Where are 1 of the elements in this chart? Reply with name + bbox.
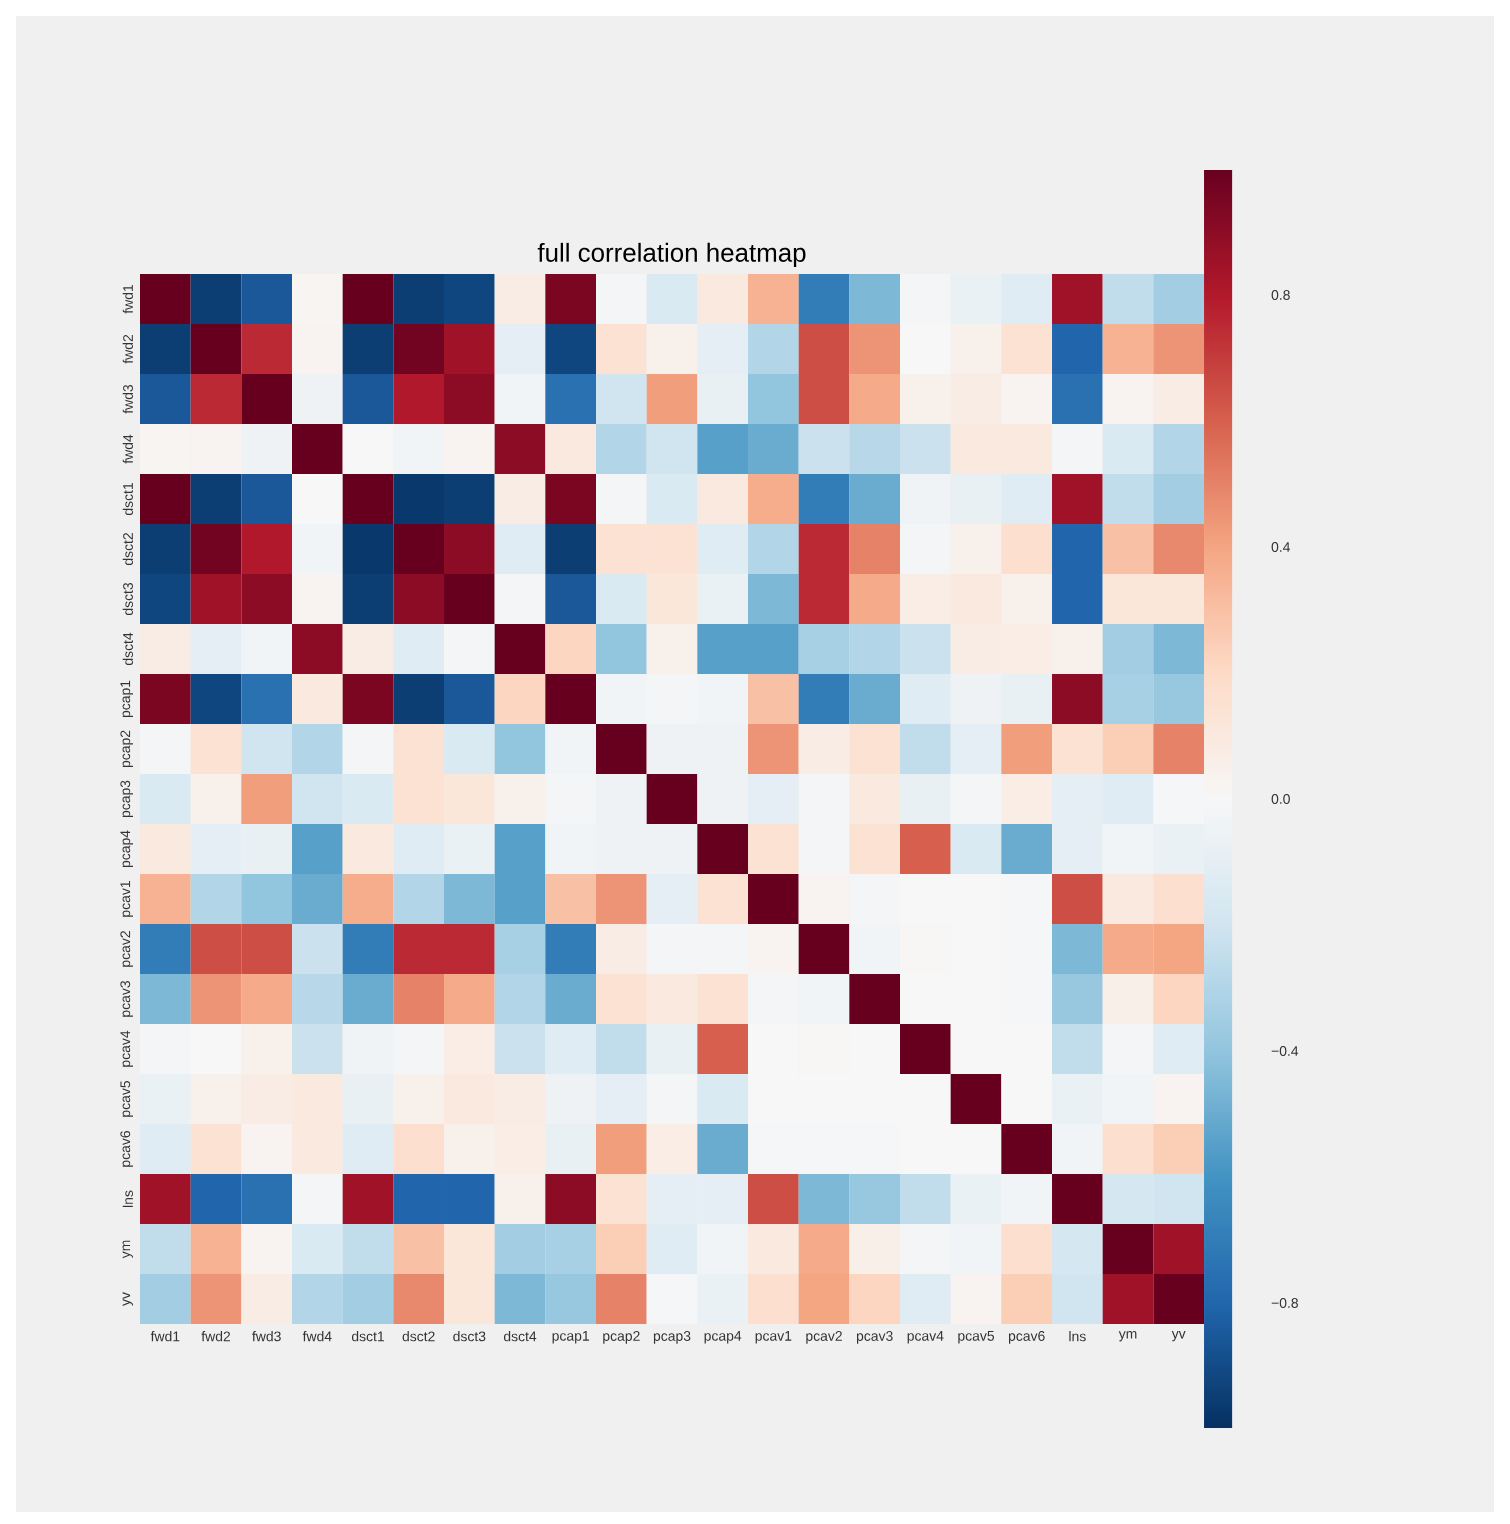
chart-title: full correlation heatmap: [537, 242, 806, 268]
